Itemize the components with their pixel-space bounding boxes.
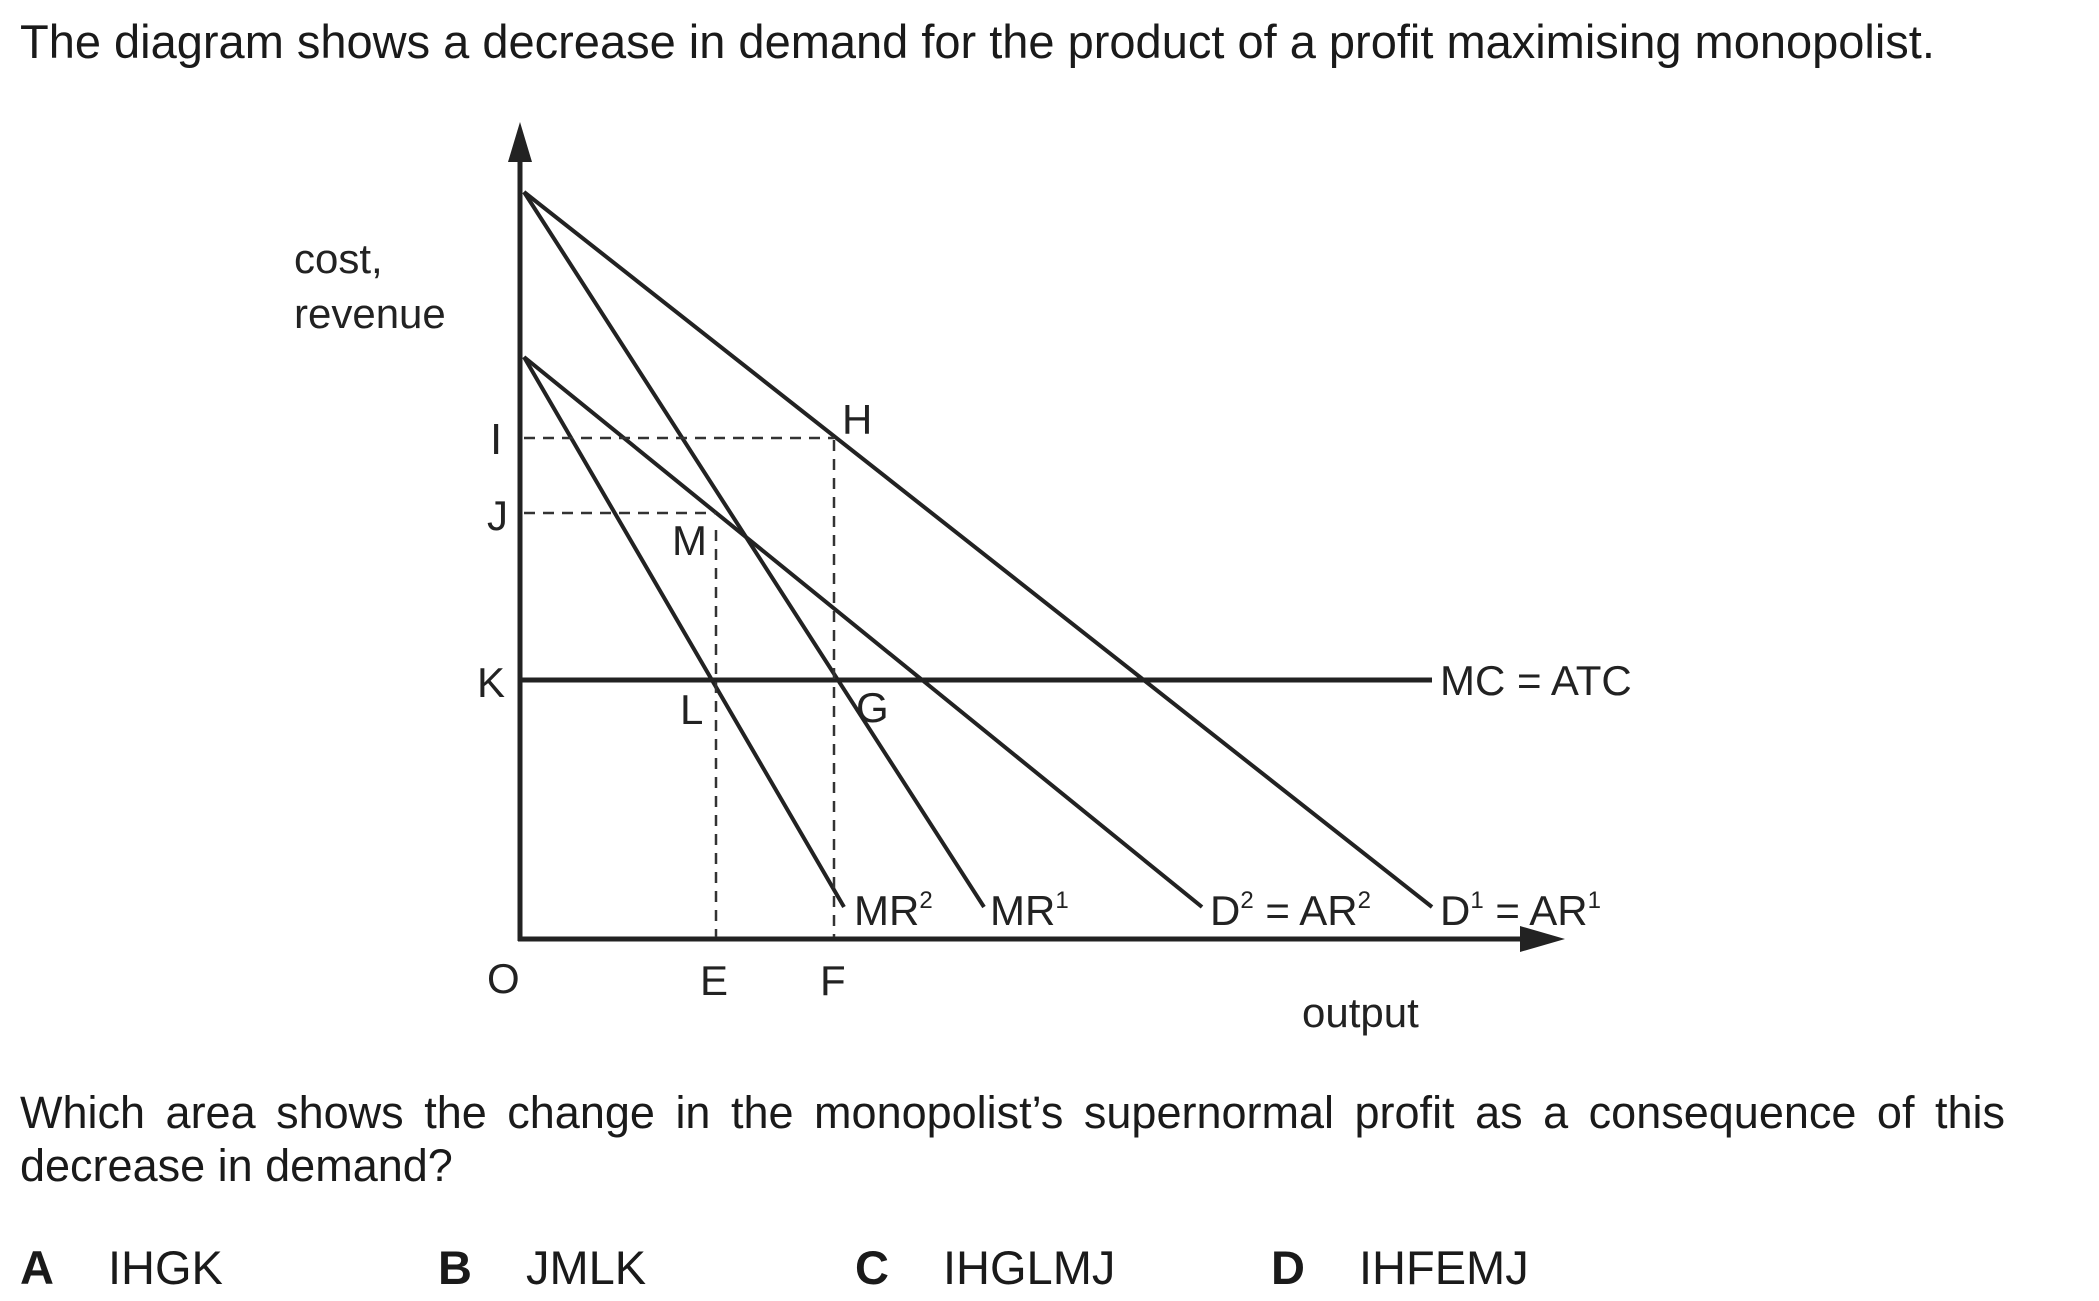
mr2-curve <box>522 355 846 909</box>
point-l-label: L <box>680 686 703 733</box>
point-h-label: H <box>842 396 872 443</box>
point-g-label: G <box>856 684 889 731</box>
mr1-label: MR1 <box>990 887 1069 934</box>
point-i-label: I <box>490 415 502 464</box>
point-k-label: K <box>477 659 505 706</box>
point-j-label: J <box>487 492 508 539</box>
option-a[interactable]: A IHGK <box>20 1240 223 1296</box>
d2-ar2-curve <box>522 355 1204 909</box>
option-text: JMLK <box>526 1241 647 1294</box>
option-letter: D <box>1271 1241 1305 1294</box>
option-text: IHGLMJ <box>943 1241 1116 1294</box>
mr1-curve <box>522 190 986 909</box>
option-d[interactable]: D IHFEMJ <box>1271 1240 1529 1296</box>
y-axis-label-line2: revenue <box>294 290 446 337</box>
option-b[interactable]: B JMLK <box>438 1240 646 1296</box>
point-f-label: F <box>820 957 846 1004</box>
y-axis-label-line1: cost, <box>294 235 383 282</box>
origin-label: O <box>487 955 520 1002</box>
x-axis-label: output <box>1302 989 1419 1036</box>
d1-ar1-label: D1 = AR1 <box>1440 887 1601 934</box>
option-letter: A <box>20 1241 54 1294</box>
x-axis-arrow <box>1520 926 1565 952</box>
option-letter: B <box>438 1241 472 1294</box>
intro-text: The diagram shows a decrease in demand f… <box>20 15 1935 68</box>
answer-options: A IHGK B JMLK C IHGLMJ D IHFEMJ <box>0 1240 2099 1300</box>
option-letter: C <box>855 1241 889 1294</box>
point-e-label: E <box>700 957 728 1004</box>
point-m-label: M <box>672 517 707 564</box>
mr2-label: MR2 <box>854 887 933 934</box>
d1-ar1-curve <box>522 190 1434 909</box>
option-c[interactable]: C IHGLMJ <box>855 1240 1115 1296</box>
question-text: Which area shows the change in the monop… <box>20 1087 2005 1191</box>
option-text: IHFEMJ <box>1359 1241 1529 1294</box>
y-axis-arrow <box>508 122 532 162</box>
option-text: IHGK <box>108 1241 223 1294</box>
d2-ar2-label: D2 = AR2 <box>1210 887 1371 934</box>
mc-atc-label: MC = ATC <box>1440 657 1632 704</box>
